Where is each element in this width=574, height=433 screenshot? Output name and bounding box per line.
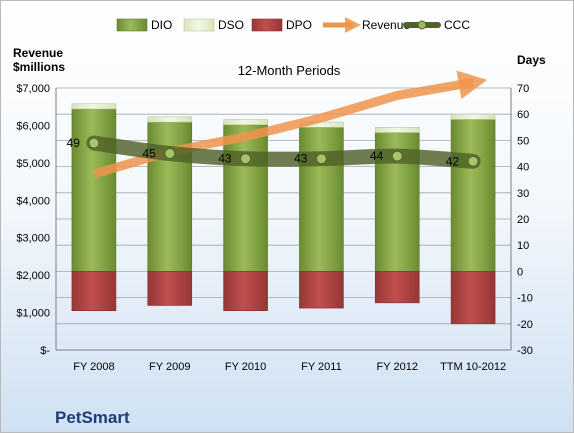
bar-dpo xyxy=(299,271,344,309)
legend-swatch-dpo xyxy=(251,18,283,32)
company-name: PetSmart xyxy=(55,408,130,427)
bar-dso xyxy=(374,127,420,133)
ccc-data-label: 42 xyxy=(446,154,460,168)
ccc-marker xyxy=(164,148,176,159)
line-series: 49 45 43 43 44 42 xyxy=(67,70,488,179)
ccc-marker xyxy=(240,153,252,165)
right-axis-title: Days xyxy=(517,53,546,67)
ccc-data-label: 44 xyxy=(370,149,384,163)
bar-dio xyxy=(223,124,268,272)
bar-dpo xyxy=(147,271,193,306)
ccc-marker xyxy=(467,155,479,167)
bar-dpo xyxy=(223,271,268,311)
legend-label-dso: DSO xyxy=(218,18,244,32)
left-tick-label: $3,000 xyxy=(16,233,50,245)
ccc-marker xyxy=(391,150,403,162)
axes: $7,000 $6,000 $5,000 $4,000 $3,000 $2,000 $1,0… xyxy=(16,83,533,373)
ccc-marker xyxy=(88,137,100,149)
left-tick-label: $7,000 xyxy=(16,83,50,95)
legend-swatch-dio xyxy=(116,18,148,32)
ccc-data-label: 45 xyxy=(142,147,156,161)
right-tick-label: 10 xyxy=(517,240,529,252)
legend-swatch-dso xyxy=(183,18,215,32)
bar-dpo xyxy=(450,271,496,325)
x-tick-label: FY 2010 xyxy=(225,361,266,373)
x-tick-label: FY 2012 xyxy=(377,361,418,373)
left-tick-label: $1,000 xyxy=(16,308,50,320)
bar-dio xyxy=(450,119,496,272)
x-tick-label: TTM 10-2012 xyxy=(440,361,506,373)
ccc-data-label: 43 xyxy=(218,152,232,166)
chart-title: 12-Month Periods xyxy=(238,63,341,78)
x-tick-label: FY 2009 xyxy=(149,361,190,373)
left-tick-label: $- xyxy=(40,345,50,357)
bar-dio xyxy=(299,127,344,272)
right-tick-label: 0 xyxy=(517,266,523,278)
right-tick-label: 40 xyxy=(517,162,529,174)
x-tick-label: FY 2011 xyxy=(301,361,342,373)
left-tick-label: $4,000 xyxy=(16,195,50,207)
legend: DIO DSO DPO Revenue CCC xyxy=(116,16,470,34)
left-tick-label: $6,000 xyxy=(16,120,50,132)
left-tick-label: $5,000 xyxy=(16,158,50,170)
legend-label-dio: DIO xyxy=(151,18,172,32)
legend-marker-ccc xyxy=(417,20,427,30)
legend-label-ccc: CCC xyxy=(444,18,470,32)
legend-label-revenue: Revenue xyxy=(362,18,410,32)
left-axis-title-line2: $millions xyxy=(13,60,65,74)
bar-series xyxy=(71,103,496,325)
bar-dio xyxy=(71,108,117,272)
ccc-line xyxy=(86,135,481,169)
bar-dpo xyxy=(374,271,420,304)
right-tick-label: 20 xyxy=(517,214,529,226)
legend-label-dpo: DPO xyxy=(286,18,312,32)
right-tick-label: 60 xyxy=(517,109,529,121)
bar-dso xyxy=(223,119,268,125)
left-axis-title-line1: Revenue xyxy=(13,46,63,60)
bar-dso xyxy=(71,103,117,110)
right-tick-label: -20 xyxy=(517,319,533,331)
x-tick-label: FY 2008 xyxy=(73,361,114,373)
left-tick-label: $2,000 xyxy=(16,270,50,282)
right-tick-label: 70 xyxy=(517,83,529,95)
right-tick-label: -10 xyxy=(517,293,533,305)
right-tick-label: 30 xyxy=(517,188,529,200)
bar-dpo xyxy=(71,271,117,311)
right-tick-label: -30 xyxy=(517,345,533,357)
ccc-marker xyxy=(315,153,327,165)
right-tick-label: 50 xyxy=(517,135,529,147)
ccc-data-label: 49 xyxy=(67,136,81,150)
bar-dso xyxy=(450,113,496,120)
ccc-data-label: 43 xyxy=(294,152,308,166)
bar-dso xyxy=(147,116,193,123)
